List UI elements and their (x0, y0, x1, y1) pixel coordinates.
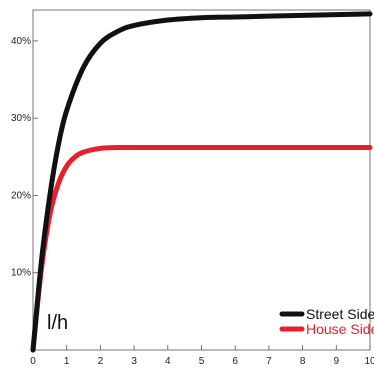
x-tick-label: 5 (199, 356, 205, 367)
x-tick-label: 2 (98, 356, 104, 367)
x-tick-label: 3 (131, 356, 137, 367)
series-line-house-side (30, 144, 373, 353)
chart-axes (32, 9, 371, 351)
y-tick-label: 10% (11, 268, 31, 279)
x-tick-label: 10 (364, 356, 374, 367)
x-tick-label: 8 (300, 356, 306, 367)
unit-label: l/h (47, 312, 68, 334)
x-tick-label: 6 (232, 356, 238, 367)
y-tick-label: 40% (11, 36, 31, 47)
y-tick-label: 30% (11, 113, 31, 124)
series-line-street-side (30, 11, 373, 353)
x-axis-ticks: 0 1 2 3 4 5 6 7 8 9 10 (30, 345, 374, 367)
y-tick-label: 20% (11, 190, 31, 201)
plot-frame (32, 9, 371, 351)
x-tick-label: 0 (30, 356, 36, 367)
legend-label-street-side: Street Side (306, 306, 374, 322)
chart-series (30, 11, 373, 353)
y-axis-ticks: 10% 20% 30% 40% (11, 36, 38, 279)
legend-label-house-side: House Side (306, 321, 374, 337)
x-tick-label: 7 (266, 356, 272, 367)
x-tick-label: 9 (334, 356, 340, 367)
x-tick-label: 4 (165, 356, 171, 367)
x-tick-label: 1 (64, 356, 70, 367)
